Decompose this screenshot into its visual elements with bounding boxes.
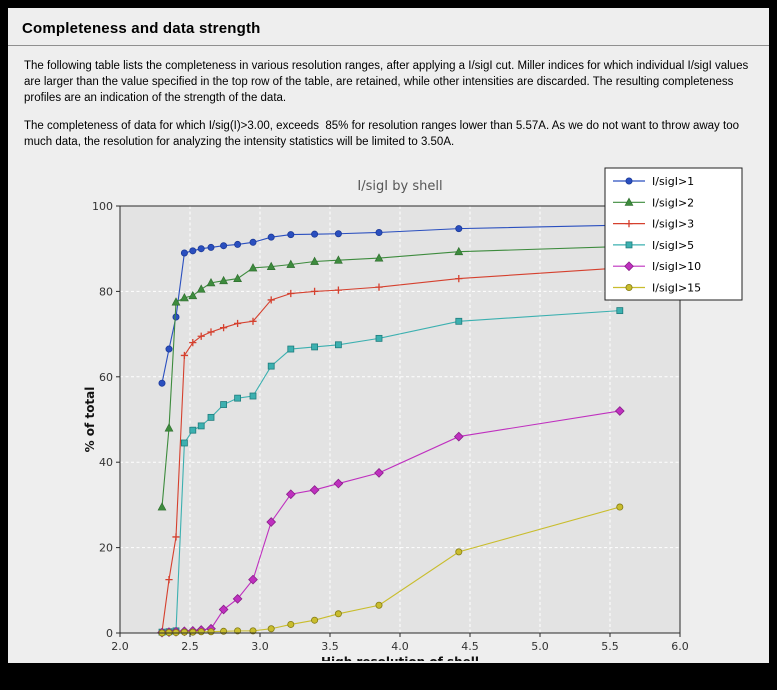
svg-text:100: 100 <box>92 200 113 213</box>
chart-legend: I/sigI>1 I/sigI>2 I/sigI>3 I/sigI>5 I/sigI>1… <box>604 167 743 301</box>
svg-text:40: 40 <box>99 457 113 470</box>
legend-item-I/sigI>10: I/sigI>10 <box>613 261 701 274</box>
summary-paragraph: The completeness of data for which I/sig… <box>24 120 743 149</box>
svg-text:2.5: 2.5 <box>181 640 199 653</box>
svg-text:4.0: 4.0 <box>391 640 409 653</box>
svg-text:6.0: 6.0 <box>671 640 689 653</box>
svg-text:5.0: 5.0 <box>531 640 549 653</box>
intro-paragraph: The following table lists the completene… <box>24 60 752 105</box>
svg-text:I/sigI>5: I/sigI>5 <box>652 239 694 252</box>
svg-text:3.0: 3.0 <box>251 640 269 653</box>
axis-ticks <box>116 205 681 638</box>
svg-text:I/sigI>10: I/sigI>10 <box>652 261 701 274</box>
series-I/sigI>3 <box>158 264 624 636</box>
svg-text:I/sigI>1: I/sigI>1 <box>652 175 694 188</box>
svg-text:4.5: 4.5 <box>461 640 479 653</box>
svg-text:3.5: 3.5 <box>321 640 339 653</box>
series-I/sigI>1 <box>158 222 624 388</box>
page-title: Completeness and data strength <box>22 20 261 37</box>
x-axis-label: High resolution of shell <box>321 655 479 661</box>
svg-text:I/sigI>3: I/sigI>3 <box>652 218 694 231</box>
completeness-chart: 2.0 2.5 3.0 3.5 4.0 4.5 5.0 5.5 6.0 0 20 40 60 80 100 I… <box>83 167 743 661</box>
svg-text:5.5: 5.5 <box>601 640 619 653</box>
legend-item-I/sigI>15: I/sigI>15 <box>613 282 701 295</box>
y-axis-label: % of total <box>83 387 97 453</box>
legend-item-I/sigI>3: I/sigI>3 <box>613 218 694 231</box>
svg-text:80: 80 <box>99 286 113 299</box>
chart-title: I/sigI by shell <box>357 179 442 194</box>
series-I/sigI>2 <box>157 242 625 511</box>
plot-area <box>120 206 680 634</box>
chart-figure: 2.0 2.5 3.0 3.5 4.0 4.5 5.0 5.5 6.0 0 20 40 60 80 100 I… <box>8 156 769 661</box>
report-page: Completeness and data strength The follo… <box>8 8 769 663</box>
svg-text:20: 20 <box>99 542 113 555</box>
svg-text:60: 60 <box>99 371 113 384</box>
svg-text:I/sigI>15: I/sigI>15 <box>652 282 701 295</box>
title-divider <box>8 45 769 46</box>
svg-text:2.0: 2.0 <box>111 640 129 653</box>
tick-labels: 2.0 2.5 3.0 3.5 4.0 4.5 5.0 5.5 6.0 0 20 40 60 80 100 <box>92 200 689 653</box>
svg-text:0: 0 <box>106 627 113 640</box>
svg-text:I/sigI>2: I/sigI>2 <box>652 197 694 210</box>
legend-item-I/sigI>5: I/sigI>5 <box>613 239 694 252</box>
legend-item-I/sigI>1: I/sigI>1 <box>613 175 694 188</box>
legend-item-I/sigI>2: I/sigI>2 <box>613 197 694 210</box>
